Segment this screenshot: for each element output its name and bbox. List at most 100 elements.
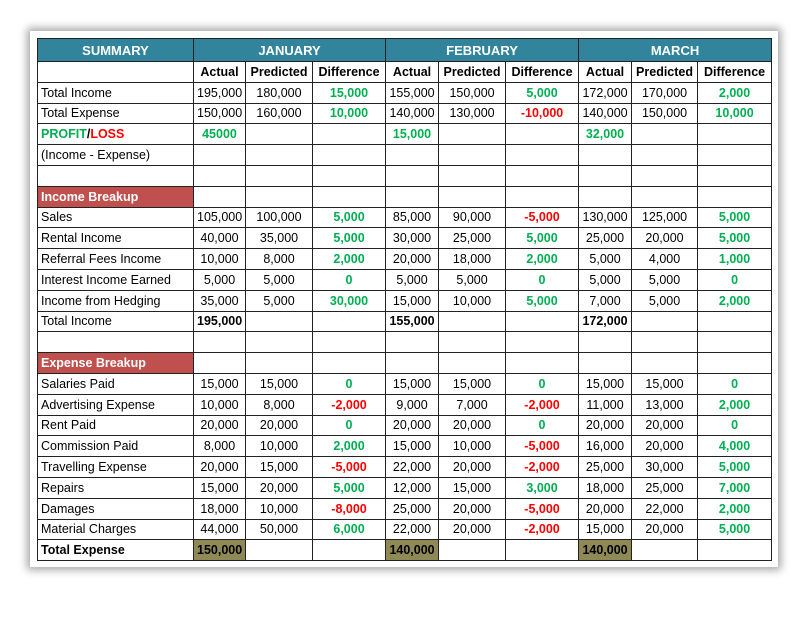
cell: 5,000 <box>311 476 387 499</box>
row-label: Interest Income Earned <box>37 268 194 291</box>
cell <box>505 123 580 146</box>
cell <box>631 352 699 374</box>
cell: 2,000 <box>505 248 580 270</box>
cell: 15,000 <box>245 372 313 395</box>
row-label: Salaries Paid <box>37 372 194 395</box>
cell: 2,000 <box>697 289 773 312</box>
cell: 7,000 <box>697 476 773 499</box>
cell: 0 <box>505 372 580 395</box>
cell <box>193 352 246 374</box>
cell: 35,000 <box>245 227 313 250</box>
cell <box>311 331 387 354</box>
cell: -2,000 <box>311 393 387 416</box>
month-header: MARCH <box>578 38 773 62</box>
cell: 90,000 <box>438 206 507 229</box>
row-label: Total Expense <box>37 102 194 125</box>
cell: 140,000 <box>578 102 633 125</box>
cell: 45000 <box>193 123 246 146</box>
column-header: Difference <box>697 61 773 83</box>
cell: 5,000 <box>697 227 773 250</box>
label-part: PROFIT <box>41 127 87 142</box>
cell: 0 <box>311 414 387 437</box>
cell: 20,000 <box>578 497 633 520</box>
cell: 15,000 <box>385 289 440 312</box>
cell: 20,000 <box>631 435 699 458</box>
cell <box>438 310 507 333</box>
data-row: (Income - Expense) <box>37 144 773 166</box>
row-label: Commission Paid <box>37 435 194 458</box>
row-label: Referral Fees Income <box>37 248 194 270</box>
cell: 130,000 <box>438 102 507 125</box>
cell <box>578 144 633 166</box>
cell: -10,000 <box>505 102 580 125</box>
row-label: Total Income <box>37 81 194 104</box>
cell: 8,000 <box>245 393 313 416</box>
cell <box>631 539 699 562</box>
cell: 5,000 <box>245 268 313 291</box>
cell: 7,000 <box>438 393 507 416</box>
cell: 20,000 <box>438 518 507 541</box>
data-row: Sales 105,000 100,000 5,000 85,000 90,000 -5,0… <box>37 206 773 229</box>
cell: 1,000 <box>697 248 773 270</box>
data-row: Interest Income Earned 5,000 5,000 0 5,000 5,… <box>37 268 773 291</box>
label-part: LOSS <box>90 127 125 142</box>
subheader-row: Actual Predicted Difference Actual Predicted… <box>37 61 773 83</box>
cell: 5,000 <box>631 289 699 312</box>
cell: 8,000 <box>245 248 313 270</box>
cell <box>438 352 507 374</box>
cell: 10,000 <box>438 289 507 312</box>
cell: 150,000 <box>631 102 699 125</box>
cell: 10,000 <box>245 497 313 520</box>
cell: 85,000 <box>385 206 440 229</box>
profit-row: PROFIT/LOSS 45000 15,000 32,000 <box>37 123 773 146</box>
cell: 18,000 <box>438 248 507 270</box>
cell <box>438 185 507 208</box>
cell: 2,000 <box>311 248 387 270</box>
cell: 15,000 <box>578 372 633 395</box>
cell: 50,000 <box>245 518 313 541</box>
cell: 2,000 <box>697 497 773 520</box>
cell <box>505 539 580 562</box>
data-row: Travelling Expense 20,000 15,000 -5,000 22,0… <box>37 456 773 478</box>
cell: 20,000 <box>193 414 246 437</box>
cell <box>505 352 580 374</box>
row-label: Total Expense <box>37 539 194 562</box>
column-header: Difference <box>311 61 387 83</box>
cell <box>245 185 313 208</box>
cell: 20,000 <box>193 456 246 478</box>
cell: 8,000 <box>193 435 246 458</box>
cell <box>245 123 313 146</box>
cell <box>505 310 580 333</box>
cell: 155,000 <box>385 81 440 104</box>
cell <box>697 539 773 562</box>
cell: 20,000 <box>438 414 507 437</box>
cell: 100,000 <box>245 206 313 229</box>
cell: 20,000 <box>385 248 440 270</box>
row-label <box>37 164 194 187</box>
data-row: Total Income 195,000 180,000 15,000 155,000 1… <box>37 81 773 104</box>
cell: 15,000 <box>193 476 246 499</box>
cell: 0 <box>697 414 773 437</box>
cell: 15,000 <box>193 372 246 395</box>
row-label: Advertising Expense <box>37 393 194 416</box>
column-header: Actual <box>193 61 246 83</box>
cell: 140,000 <box>385 102 440 125</box>
cell: 20,000 <box>245 414 313 437</box>
row-label: Repairs <box>37 476 194 499</box>
cell: -2,000 <box>505 456 580 478</box>
cell: -5,000 <box>505 206 580 229</box>
column-header: Difference <box>505 61 580 83</box>
cell <box>631 164 699 187</box>
cell <box>245 539 313 562</box>
data-row: Referral Fees Income 10,000 8,000 2,000 20,0… <box>37 248 773 270</box>
cell <box>631 310 699 333</box>
cell: 0 <box>697 372 773 395</box>
cell: 130,000 <box>578 206 633 229</box>
cell: 15,000 <box>311 81 387 104</box>
total-row: Total Income 195,000 155,000 172,000 <box>37 310 773 333</box>
column-header: Actual <box>578 61 633 83</box>
cell <box>578 331 633 354</box>
cell <box>311 164 387 187</box>
cell: 5,000 <box>578 268 633 291</box>
cell: 140,000 <box>385 539 440 562</box>
